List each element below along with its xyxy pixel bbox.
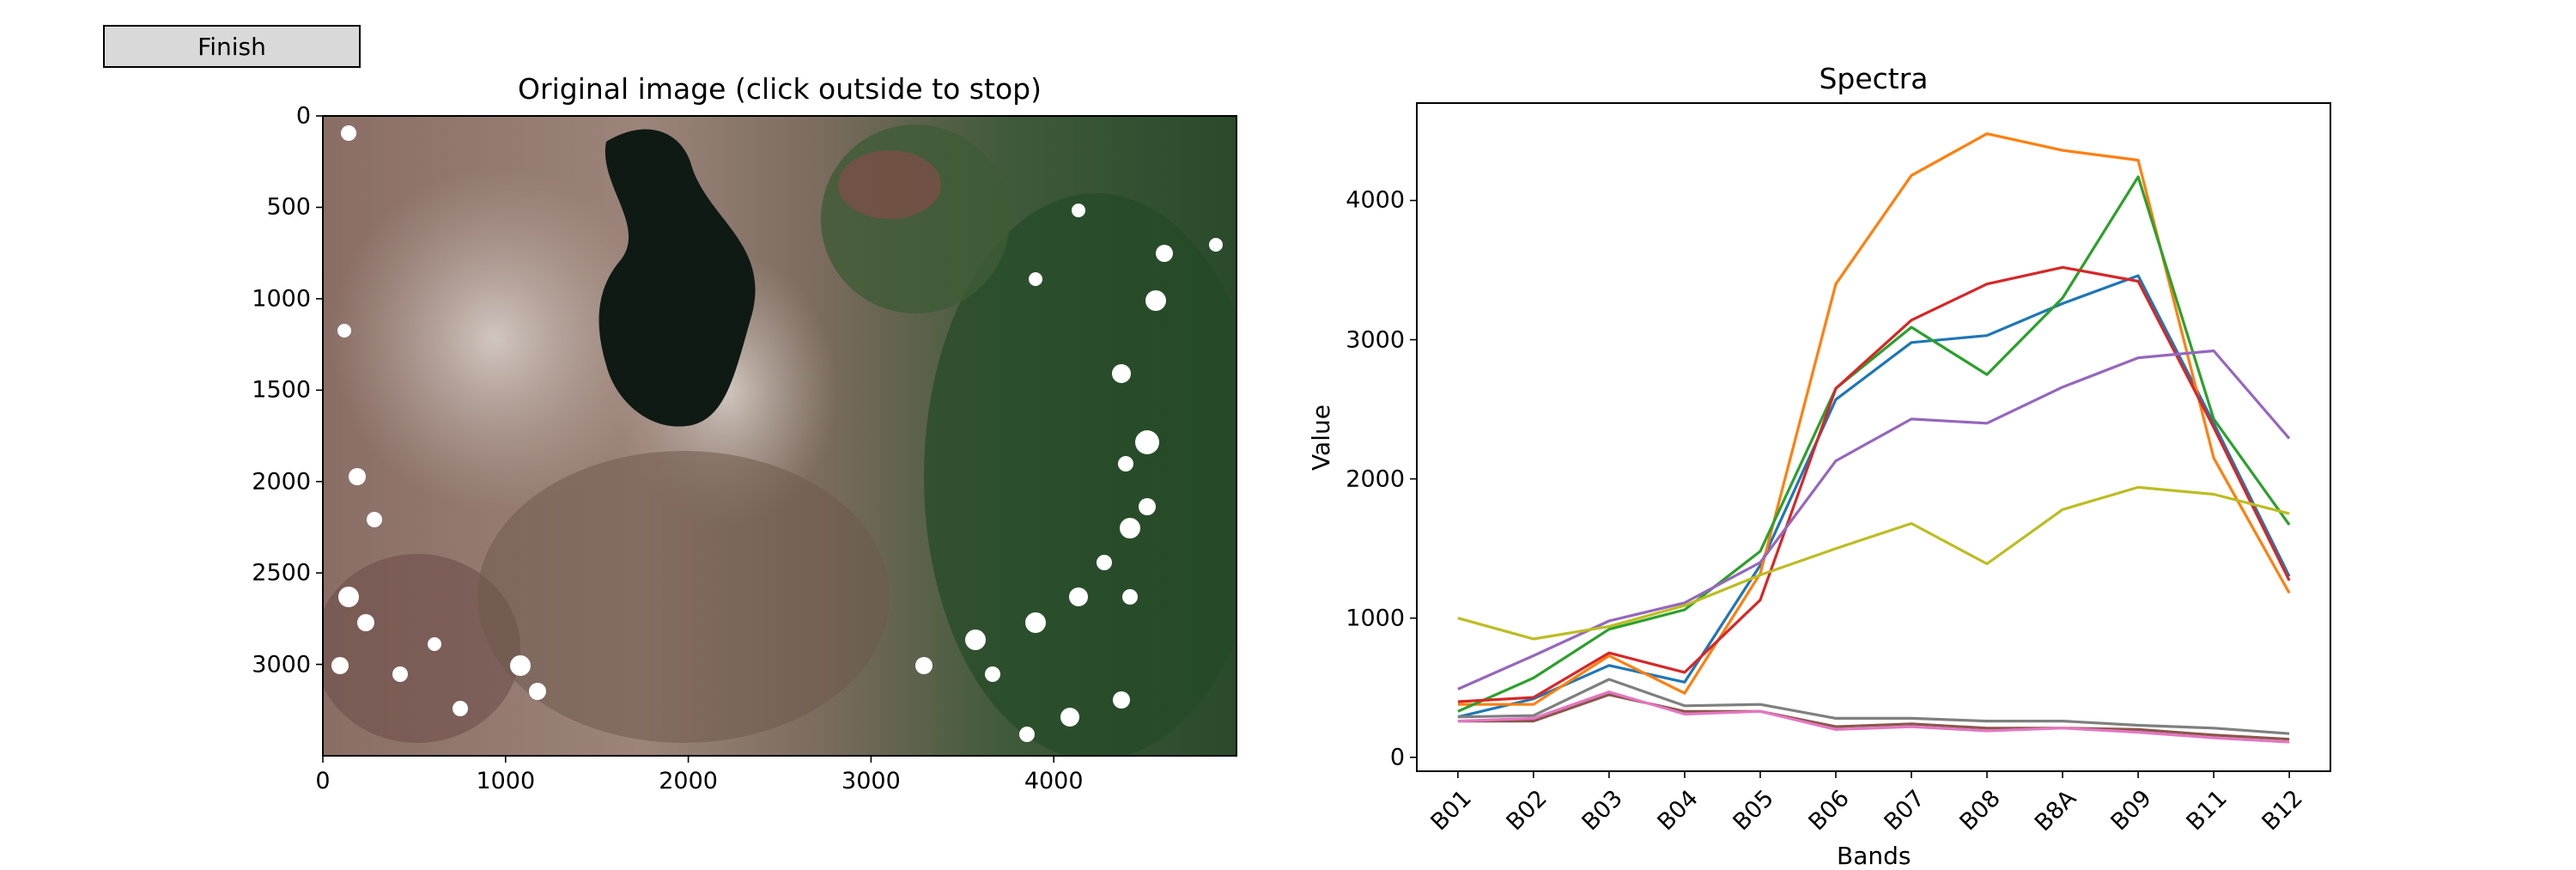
image-y-tick-label: 3000 bbox=[252, 651, 311, 678]
image-panel-title: Original image (click outside to stop) bbox=[518, 72, 1042, 106]
image-y-tick-label: 2000 bbox=[252, 468, 311, 496]
chart-y-axis-title: Value bbox=[1306, 404, 1335, 471]
series-line-1 bbox=[1457, 274, 2291, 719]
image-y-tick-label: 500 bbox=[266, 193, 311, 221]
satellite-image[interactable] bbox=[323, 116, 1236, 756]
image-y-tick-label: 1500 bbox=[252, 376, 311, 404]
image-axes-frame bbox=[322, 115, 1237, 757]
chart-y-tick-label: 0 bbox=[1389, 744, 1405, 771]
series-line-8 bbox=[1457, 678, 2290, 735]
chart-title: Spectra bbox=[1819, 62, 1929, 95]
image-x-tick-label: 1000 bbox=[476, 768, 536, 794]
series-line-2 bbox=[1457, 132, 2291, 706]
image-x-tick-label: 3000 bbox=[841, 768, 901, 794]
chart-y-tick-label: 1000 bbox=[1346, 605, 1405, 632]
chart-y-tick-label: 4000 bbox=[1346, 186, 1405, 214]
image-y-tick-label: 1000 bbox=[252, 285, 311, 313]
image-y-tick-label: 0 bbox=[295, 102, 311, 130]
image-x-tick-label: 2000 bbox=[659, 768, 718, 794]
series-line-9 bbox=[1457, 485, 2290, 641]
chart-x-axis-title: Bands bbox=[1837, 842, 1911, 870]
series-line-3 bbox=[1457, 175, 2291, 713]
series-line-7 bbox=[1457, 690, 2290, 744]
finish-button[interactable]: Finish bbox=[103, 25, 361, 68]
image-x-tick-label: 4000 bbox=[1024, 768, 1084, 794]
series-line-5 bbox=[1457, 349, 2291, 691]
image-y-tick-label: 2500 bbox=[252, 559, 311, 587]
chart-y-tick-label: 3000 bbox=[1346, 326, 1405, 354]
series-line-6 bbox=[1457, 693, 2290, 741]
series-line-4 bbox=[1457, 265, 2291, 703]
image-x-tick-label: 0 bbox=[315, 768, 331, 794]
chart-axes-frame bbox=[1416, 102, 2331, 772]
chart-y-tick-label: 2000 bbox=[1346, 465, 1405, 493]
